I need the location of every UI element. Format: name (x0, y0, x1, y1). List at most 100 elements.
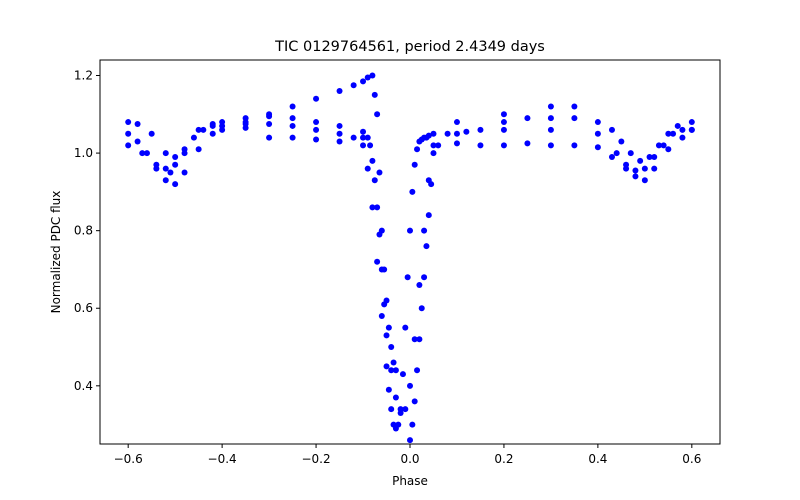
data-point-s2-25 (632, 173, 639, 180)
data-point-s1-44 (637, 157, 644, 164)
data-point-s1-43 (627, 150, 634, 157)
data-point-s1-8 (219, 119, 226, 126)
data-point-s2-18 (500, 142, 507, 149)
data-point-s1-16 (367, 142, 374, 149)
y-tick-label-1: 0.6 (74, 301, 93, 315)
data-point-s0-19 (364, 165, 371, 172)
x-tick-label-0: −0.6 (114, 452, 143, 466)
data-point-s0-23 (383, 363, 390, 370)
data-point-s0-46 (547, 126, 554, 133)
data-point-s0-33 (407, 227, 413, 234)
x-tick-label-3: 0.0 (400, 452, 419, 466)
data-point-s3-7 (364, 74, 371, 81)
data-point-s0-15 (313, 126, 320, 133)
data-point-s0-47 (594, 130, 601, 137)
data-point-s2-5 (181, 169, 188, 176)
data-point-s3-9 (371, 91, 378, 98)
data-point-s0-24 (385, 386, 392, 393)
data-point-s0-16 (336, 130, 343, 137)
data-point-s1-12 (313, 119, 320, 126)
data-point-s4-10 (430, 150, 437, 157)
chart-title: TIC 0129764561, period 2.4349 days (274, 39, 545, 55)
data-point-s4-2 (411, 398, 418, 405)
data-point-s4-9 (428, 181, 435, 188)
data-point-s0-34 (409, 188, 416, 195)
data-point-s0-35 (411, 161, 418, 168)
data-point-s2-17 (477, 142, 484, 149)
data-point-s4-11 (453, 119, 460, 126)
data-point-s1-41 (608, 126, 615, 133)
data-point-s1-5 (181, 146, 188, 153)
data-point-s1-49 (688, 119, 695, 126)
data-point-s3-10 (374, 111, 381, 118)
data-point-s2-7 (209, 130, 216, 137)
data-point-s1-14 (360, 128, 367, 135)
data-point-s4-3 (414, 367, 421, 374)
data-point-s0-17 (350, 134, 357, 141)
y-tick-label-3: 1.0 (74, 146, 93, 160)
data-point-s1-7 (209, 121, 216, 127)
data-point-s4-12 (500, 111, 507, 118)
data-point-s2-11 (289, 134, 296, 141)
data-point-s1-29 (411, 336, 418, 343)
data-point-s0-51 (641, 165, 648, 172)
data-point-s2-3 (162, 177, 169, 184)
data-point-s0-48 (613, 150, 620, 157)
data-point-s1-47 (665, 130, 672, 137)
x-tick-label-5: 0.4 (588, 452, 607, 466)
data-point-s0-42 (430, 130, 437, 137)
data-point-s1-48 (674, 122, 681, 129)
data-point-s2-21 (571, 142, 578, 149)
data-point-s2-2 (153, 165, 160, 172)
data-point-s3-4 (336, 88, 343, 95)
data-point-s0-1 (134, 138, 141, 145)
data-point-s2-23 (608, 153, 615, 160)
data-point-s1-33 (435, 142, 442, 149)
data-point-s2-26 (641, 177, 648, 184)
y-axis-label: Normalized PDC flux (49, 191, 63, 314)
data-point-s4-0 (407, 437, 413, 444)
data-point-s2-1 (139, 150, 146, 157)
data-point-s2-24 (623, 165, 630, 172)
data-point-s0-13 (266, 121, 273, 127)
data-point-s1-36 (500, 119, 507, 126)
data-point-s0-43 (444, 130, 451, 137)
y-tick-label-2: 0.8 (74, 224, 93, 238)
data-point-s1-0 (125, 119, 132, 126)
data-point-s0-20 (369, 204, 376, 211)
data-point-s2-29 (679, 134, 686, 141)
data-point-s0-55 (679, 126, 686, 133)
data-point-s0-2 (143, 150, 150, 157)
data-point-s3-17 (390, 359, 397, 366)
data-point-s1-6 (195, 126, 202, 133)
data-point-s0-9 (200, 126, 207, 133)
data-point-s4-6 (421, 274, 428, 281)
data-point-s0-21 (374, 258, 381, 265)
data-point-s2-12 (313, 136, 320, 143)
data-point-s0-22 (378, 313, 385, 319)
x-axis-label: Phase (392, 474, 428, 488)
data-point-s0-14 (289, 122, 296, 129)
data-point-s2-16 (453, 140, 460, 147)
data-point-s0-31 (402, 324, 409, 331)
data-point-s3-8 (369, 72, 376, 79)
data-point-s2-15 (430, 142, 437, 149)
data-point-s1-37 (524, 115, 531, 122)
data-point-s1-19 (374, 204, 381, 211)
data-point-s0-28 (395, 421, 402, 428)
data-point-s3-18 (392, 367, 399, 374)
data-point-s0-54 (670, 130, 677, 137)
data-point-s0-4 (162, 165, 169, 172)
data-point-s0-44 (463, 128, 470, 135)
data-point-s2-4 (172, 181, 179, 188)
data-point-s2-27 (651, 165, 658, 172)
data-point-s0-41 (425, 132, 432, 139)
x-tick-label-2: −0.2 (301, 452, 330, 466)
y-axis-ticks: 0.4 0.6 0.8 1.0 1.2 (74, 69, 100, 393)
data-point-s1-15 (364, 134, 371, 141)
data-point-s2-13 (336, 138, 343, 145)
data-point-s3-13 (381, 266, 388, 273)
data-point-s3-16 (388, 344, 395, 351)
data-point-s2-22 (594, 144, 601, 151)
data-point-s3-1 (266, 111, 273, 118)
